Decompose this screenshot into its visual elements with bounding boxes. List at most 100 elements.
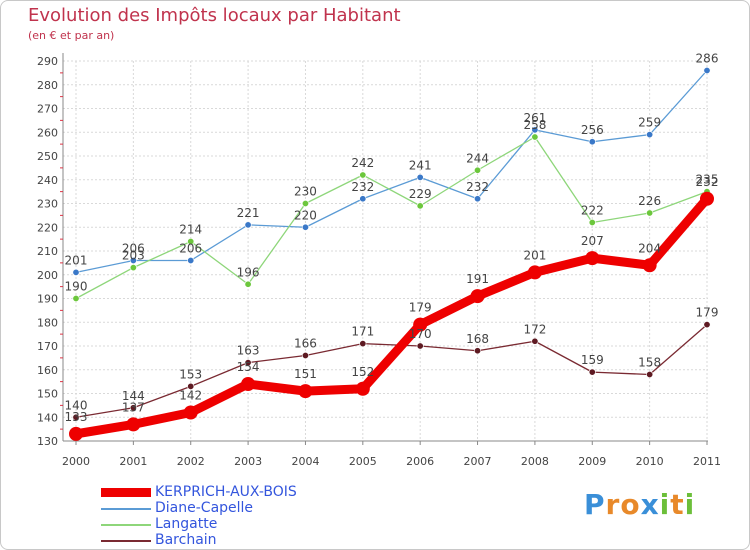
data-label-barchain: 159 (581, 353, 604, 367)
x-tick-label: 2001 (119, 455, 147, 468)
data-label-kerprich-aux-bois: 204 (638, 241, 661, 255)
data-label-kerprich-aux-bois: 152 (351, 365, 374, 379)
data-label-barchain: 153 (179, 367, 202, 381)
legend-item-langatte: Langatte (101, 516, 361, 533)
data-label-barchain: 179 (696, 306, 719, 320)
data-label-diane-capelle: 261 (523, 111, 546, 125)
data-point-kerprich-aux-bois (298, 384, 313, 399)
data-point-kerprich-aux-bois (126, 417, 141, 432)
data-label-langatte: 244 (466, 151, 489, 165)
data-point-langatte (359, 171, 367, 179)
data-point-diane-capelle (129, 256, 137, 264)
x-tick-label: 2002 (177, 455, 205, 468)
data-point-langatte (531, 133, 539, 141)
data-label-barchain: 171 (351, 325, 374, 339)
data-point-diane-capelle (646, 131, 654, 139)
series-line-diane-capelle (75, 69, 708, 274)
x-tick-label: 2005 (349, 455, 377, 468)
logo-letter: P (584, 488, 606, 521)
data-label-barchain: 170 (409, 327, 432, 341)
data-label-langatte: 230 (294, 185, 317, 199)
data-point-langatte (588, 219, 596, 227)
data-label-diane-capelle: 206 (179, 242, 202, 256)
data-point-langatte (646, 209, 654, 217)
y-tick-label: 130 (37, 435, 58, 448)
x-tick-label: 2007 (464, 455, 492, 468)
data-point-kerprich-aux-bois (470, 289, 485, 304)
data-point-diane-capelle (416, 173, 424, 181)
y-tick-label: 290 (37, 55, 58, 68)
legend-item-kerprich-aux-bois: KERPRICH-AUX-BOIS (101, 484, 361, 501)
legend-swatch-kerprich-aux-bois (101, 488, 151, 497)
data-label-barchain: 172 (523, 322, 546, 336)
logo-letter: i (684, 488, 696, 521)
axes: 130 140 150 160 170 180 190 200 210 220 230 240 250 2… (37, 53, 721, 468)
data-point-barchain (474, 347, 482, 355)
data-label-langatte: 242 (351, 156, 374, 170)
data-point-kerprich-aux-bois (413, 317, 428, 332)
data-point-diane-capelle (301, 223, 309, 231)
data-point-barchain (531, 337, 539, 345)
legend-label-langatte: Langatte (155, 516, 218, 532)
data-label-langatte: 226 (638, 194, 661, 208)
chart-title: Evolution des Impôts locaux par Habitant (28, 5, 401, 26)
x-tick-label: 2003 (234, 455, 262, 468)
data-point-kerprich-aux-bois (585, 251, 600, 266)
legend-label-diane-capelle: Diane-Capelle (155, 500, 254, 516)
data-point-langatte (301, 200, 309, 208)
data-point-diane-capelle (531, 126, 539, 134)
series-line-kerprich-aux-bois (71, 194, 712, 439)
x-tick-label: 2008 (521, 455, 549, 468)
legend-swatch-langatte (101, 524, 151, 526)
proxiti-logo: Proxiti (584, 488, 695, 521)
data-label-barchain: 163 (237, 344, 260, 358)
y-tick-label: 150 (37, 388, 58, 401)
data-label-diane-capelle: 241 (409, 158, 432, 172)
data-point-diane-capelle (588, 138, 596, 146)
data-label-diane-capelle: 286 (696, 52, 719, 66)
data-label-diane-capelle: 201 (65, 253, 88, 267)
data-point-barchain (72, 413, 80, 421)
data-point-kerprich-aux-bois (241, 377, 256, 391)
data-label-kerprich-aux-bois: 137 (122, 400, 145, 414)
data-label-kerprich-aux-bois: 133 (65, 410, 88, 424)
x-tick-label: 2004 (291, 455, 319, 468)
data-label-kerprich-aux-bois: 151 (294, 367, 317, 381)
data-point-barchain (301, 351, 309, 359)
data-label-diane-capelle: 256 (581, 123, 604, 137)
data-point-diane-capelle (359, 195, 367, 203)
legend-label-barchain: Barchain (155, 532, 217, 548)
data-point-kerprich-aux-bois (183, 405, 198, 420)
x-tick-label: 2010 (636, 455, 664, 468)
y-tick-label: 250 (37, 150, 58, 163)
logo-letter: o (620, 488, 641, 521)
logo-letter: x (640, 488, 660, 521)
data-point-kerprich-aux-bois (642, 258, 657, 273)
logo-letter: r (605, 488, 621, 521)
y-tick-label: 280 (37, 79, 58, 92)
data-point-kerprich-aux-bois (69, 426, 83, 441)
data-point-langatte (72, 294, 80, 302)
chart-subtitle: (en € et par an) (28, 29, 115, 42)
data-point-barchain (244, 359, 252, 367)
data-label-kerprich-aux-bois: 207 (581, 234, 604, 248)
data-label-kerprich-aux-bois: 201 (523, 248, 546, 262)
data-label-langatte: 196 (237, 265, 260, 279)
data-point-kerprich-aux-bois (700, 191, 714, 206)
data-label-diane-capelle: 206 (122, 242, 145, 256)
data-point-langatte (474, 166, 482, 174)
data-point-langatte (129, 264, 137, 272)
data-label-langatte: 203 (122, 249, 145, 263)
series-line-barchain (75, 323, 708, 418)
data-label-langatte: 258 (523, 118, 546, 132)
y-tick-label: 240 (37, 174, 58, 187)
data-label-langatte: 222 (581, 204, 604, 218)
y-tick-label: 200 (37, 269, 58, 282)
data-label-kerprich-aux-bois: 191 (466, 272, 489, 286)
legend: KERPRICH-AUX-BOIS Diane-Capelle Langatte Ba… (101, 484, 361, 549)
y-tick-label: 230 (37, 198, 58, 211)
series (69, 67, 714, 441)
data-label-kerprich-aux-bois: 232 (696, 175, 719, 189)
data-point-barchain (703, 321, 711, 329)
